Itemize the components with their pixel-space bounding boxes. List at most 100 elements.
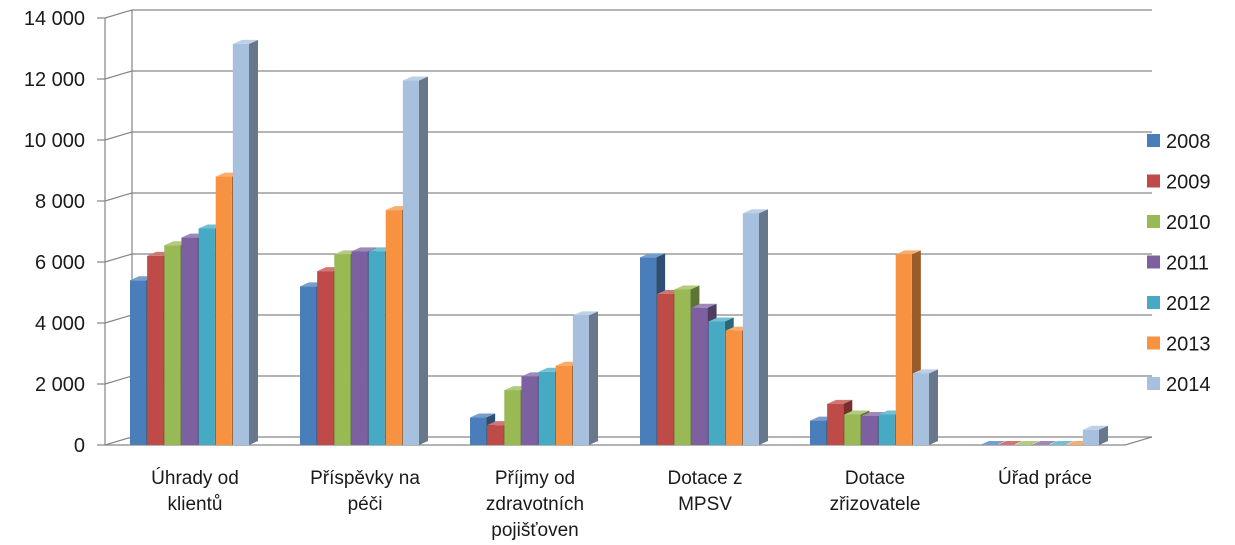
legend-label: 2009 — [1166, 172, 1211, 194]
bar-front — [844, 414, 861, 445]
legend-entry: 2014 — [1147, 374, 1211, 396]
bar-top — [572, 311, 598, 316]
bar-front — [181, 237, 198, 445]
bar-top — [1048, 441, 1074, 445]
bar-top — [980, 441, 1006, 445]
bar-top — [997, 441, 1023, 445]
bar-top — [232, 39, 258, 44]
x-category-label: Příspěvky na péči — [310, 468, 420, 515]
x-category-label: Dotace z MPSV — [668, 468, 743, 515]
bar-front — [640, 257, 657, 445]
legend-label: 2012 — [1166, 293, 1211, 315]
bar-front — [555, 365, 572, 445]
bar — [1031, 441, 1057, 445]
gridline-side — [104, 70, 133, 80]
legend-swatch — [1147, 336, 1160, 350]
bar-top — [912, 369, 938, 374]
bar-side — [759, 209, 768, 445]
bar-front — [147, 255, 164, 445]
bar-front — [895, 254, 912, 445]
bar — [1082, 425, 1108, 445]
legend-swatch — [1147, 377, 1160, 390]
bar-front — [385, 210, 402, 445]
gridline-side — [104, 9, 133, 19]
y-tick-label: 6 000 — [35, 252, 85, 274]
bar — [1014, 441, 1040, 445]
bar-front — [878, 414, 895, 445]
legend-entry: 2008 — [1147, 131, 1211, 153]
bar-front — [912, 373, 929, 445]
bar-front — [725, 330, 742, 445]
legend-swatch — [1147, 215, 1160, 228]
bar-front — [521, 376, 538, 445]
x-category-label: Úhrady od klientů — [151, 467, 239, 515]
bar-top — [742, 209, 768, 214]
bar-front — [691, 307, 708, 445]
bar-top — [402, 76, 428, 81]
legend-label: 2008 — [1166, 131, 1211, 153]
bar-front — [300, 286, 317, 445]
legend-entry: 2012 — [1147, 293, 1211, 315]
bar-front — [368, 251, 385, 445]
bar-front — [164, 245, 181, 445]
bar — [402, 76, 428, 446]
gridlines — [104, 9, 1152, 385]
bar-front — [538, 371, 555, 445]
bar — [742, 209, 768, 445]
bar-side — [419, 76, 428, 446]
x-axis-labels: Úhrady od klientů Příspěvky na péči Příjmy o… — [151, 467, 1092, 541]
bar-front — [487, 425, 504, 445]
bar-front — [402, 80, 419, 446]
bar-front — [317, 271, 334, 445]
bar-top — [1014, 441, 1040, 445]
y-axis-ticks: 0 2 000 4 000 6 000 8 000 10 000 12 000 14 000 — [24, 8, 105, 457]
bar-top — [1031, 441, 1057, 445]
y-tick-label: 14 000 — [24, 8, 85, 30]
bar-front — [1082, 429, 1099, 445]
bar — [232, 39, 258, 446]
floor-right-edge — [1124, 436, 1153, 446]
bar-front — [198, 228, 215, 445]
bar — [1048, 441, 1074, 445]
gridline-side — [104, 253, 133, 263]
legend-swatch — [1147, 296, 1160, 309]
legend-label: 2011 — [1166, 253, 1209, 275]
legend-label: 2014 — [1166, 374, 1211, 396]
bar-side — [249, 39, 258, 446]
bar-top — [640, 253, 666, 258]
legend-entry: 2009 — [1147, 172, 1211, 194]
bar-top — [1082, 425, 1108, 430]
bar-front — [572, 315, 589, 445]
bar-front — [504, 390, 521, 445]
x-category-label: Příjmy od zdravotních pojišťoven — [486, 468, 584, 541]
legend-swatch — [1147, 255, 1160, 269]
bar-front — [215, 176, 232, 445]
legend: 2008 2009 2010 2011 2012 2013 2014 — [1147, 131, 1211, 396]
gridline-side — [104, 314, 133, 324]
bar-front — [674, 289, 691, 445]
bar-front — [827, 403, 844, 445]
legend-swatch — [1147, 174, 1160, 188]
bar-front — [657, 294, 674, 445]
bar-front — [334, 254, 351, 445]
bars — [130, 39, 1108, 446]
legend-entry: 2013 — [1147, 334, 1211, 356]
y-tick-label: 0 — [74, 435, 85, 457]
legend-label: 2010 — [1166, 212, 1211, 234]
y-tick-label: 10 000 — [24, 130, 85, 152]
bar-front — [708, 321, 725, 445]
bar-front — [232, 43, 249, 446]
legend-swatch — [1147, 134, 1160, 147]
legend-entry: 2011 — [1147, 253, 1209, 275]
bar-front — [861, 416, 878, 445]
legend-label: 2013 — [1166, 334, 1211, 356]
floor-left-edge — [104, 436, 133, 446]
bar-top — [708, 317, 734, 322]
bar-top — [844, 410, 870, 415]
gridline-side — [104, 375, 133, 385]
chart-walls — [104, 10, 1153, 446]
bar-side — [1099, 425, 1108, 445]
bar — [997, 441, 1023, 445]
bar-side — [929, 369, 938, 445]
